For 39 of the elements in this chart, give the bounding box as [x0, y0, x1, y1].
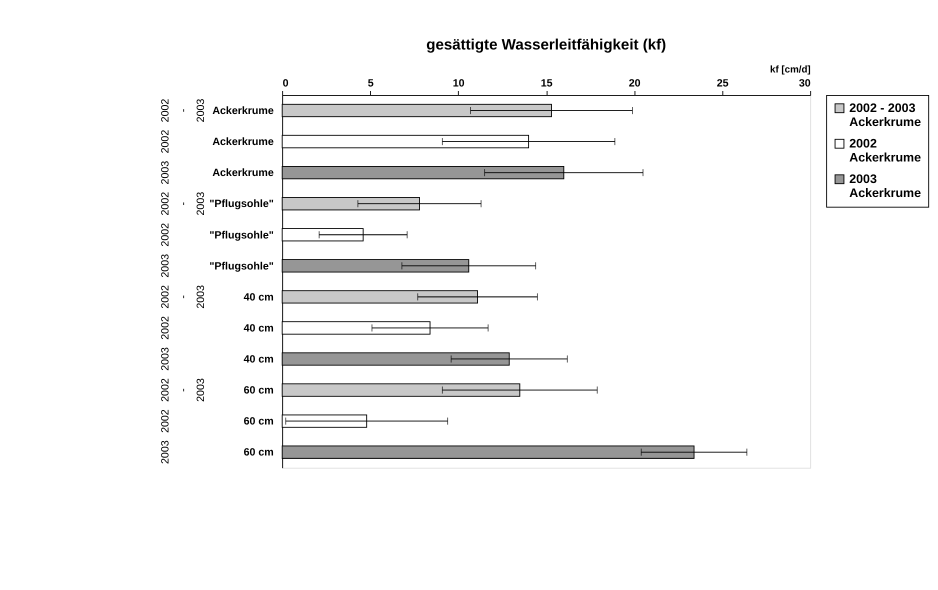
text: 2003: [160, 347, 172, 371]
y-tick-label: "Pflugsohle": [209, 198, 274, 210]
text: 2003: [160, 254, 172, 278]
y-tick-label: Ackerkrume: [212, 105, 274, 118]
x-tick-label: 5: [368, 78, 374, 90]
y-tick-label: 40 cm: [244, 322, 274, 334]
text: -: [177, 202, 190, 206]
x-tick-label: 0: [282, 78, 289, 90]
x-tick-label: 15: [540, 78, 553, 90]
text: 2002 - 2003: [160, 98, 208, 122]
y-tick-label: Ackerkrume: [212, 136, 274, 148]
text: 2003: [195, 192, 208, 216]
chart-title: gesättigte Wasserleitfähigkeit (kf): [426, 36, 666, 54]
x-axis-title: kf [cm/d]: [770, 64, 811, 76]
y-tick-label: Ackerkrume: [212, 167, 274, 180]
text: 2002 - 2003: [160, 284, 208, 309]
y-tick-label: 60 cm: [244, 446, 274, 459]
y-tick-label: "Pflugsohle": [209, 260, 274, 272]
text: 2002: [160, 316, 172, 340]
x-tick-label: 30: [798, 78, 811, 90]
text: 2002: [160, 192, 172, 216]
text: 2002: [160, 222, 172, 247]
y-tick-label: 40 cm: [244, 354, 274, 366]
text: 2003: [160, 440, 172, 464]
y-tick-label: 40 cm: [244, 291, 274, 304]
text: 2002: [160, 130, 172, 154]
legend-label: 2002 Ackerkrume: [849, 136, 922, 165]
legend-label: 2002 - 2003 Ackerkrume: [849, 100, 922, 130]
text: 2002: [160, 409, 172, 433]
text: 2003: [160, 160, 172, 184]
y-tick-label: 60 cm: [244, 384, 274, 397]
legend-label: 2003 Ackerkrume: [849, 172, 922, 200]
text: 2002 -: [160, 378, 190, 402]
x-tick-label: 20: [628, 78, 641, 90]
text: 2003: [195, 378, 208, 402]
x-tick-label: 10: [452, 78, 465, 90]
x-tick-label: 25: [716, 78, 729, 90]
y-tick-label: 60 cm: [244, 416, 274, 428]
y-tick-label: "Pflugsohle": [209, 229, 274, 242]
